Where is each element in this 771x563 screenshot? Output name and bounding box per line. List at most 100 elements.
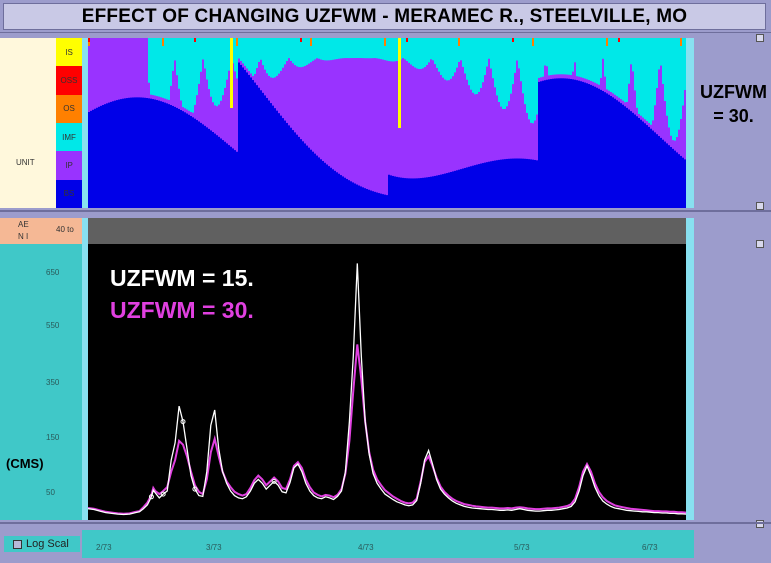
zone-imf-band bbox=[402, 38, 404, 59]
zone-imf-band bbox=[648, 38, 650, 123]
zone-bs-band bbox=[374, 191, 376, 208]
zone-bs-band bbox=[368, 189, 370, 208]
resize-handle[interactable] bbox=[756, 520, 764, 528]
zone-bs-band bbox=[512, 158, 514, 208]
zone-bs-band bbox=[246, 72, 248, 208]
zone-bs-band bbox=[484, 162, 486, 208]
zone-bs-band bbox=[102, 104, 104, 208]
zone-imf-band bbox=[510, 38, 512, 94]
zone-imf-band bbox=[258, 38, 260, 62]
zone-imf-band bbox=[476, 38, 478, 95]
zone-imf-band bbox=[626, 38, 628, 102]
zone-bs-band bbox=[384, 194, 386, 208]
title-bar: EFFECT OF CHANGING UZFWM - MERAMEC R., S… bbox=[0, 0, 771, 33]
zone-bs-band bbox=[192, 117, 194, 208]
zone-imf-band bbox=[326, 38, 328, 61]
zone-imf-band bbox=[432, 38, 434, 61]
zone-imf-band bbox=[380, 38, 382, 60]
zone-bs-band bbox=[140, 97, 142, 208]
zone-bs-band bbox=[458, 169, 460, 208]
zone-imf-band bbox=[350, 38, 352, 59]
resize-handle[interactable] bbox=[756, 202, 764, 210]
zone-bs-band bbox=[410, 178, 412, 208]
zone-imf-band bbox=[516, 38, 518, 61]
zone-bs-band bbox=[284, 120, 286, 208]
log-scale-checkbox[interactable] bbox=[13, 539, 22, 549]
zone-imf-band bbox=[654, 38, 656, 106]
zone-imf-band bbox=[622, 38, 624, 101]
zone-imf-band bbox=[250, 38, 252, 74]
zone-bs-band bbox=[492, 160, 494, 208]
zone-imf-band bbox=[438, 38, 440, 72]
zone-bs-band bbox=[588, 84, 590, 208]
zone-imf-band bbox=[478, 38, 480, 92]
zone-imf-band bbox=[316, 38, 318, 59]
zone-imf-band bbox=[254, 38, 256, 74]
zone-imf-band bbox=[394, 38, 396, 62]
zone-bs-band bbox=[106, 103, 108, 208]
zone-imf-band bbox=[340, 38, 342, 59]
zone-bs-band bbox=[614, 98, 616, 208]
zone-bs-band bbox=[534, 159, 536, 208]
zone-categories: IS OSS OS IMF IP BS bbox=[56, 38, 82, 208]
zone-bs-band bbox=[418, 178, 420, 208]
zone-imf-band bbox=[542, 38, 544, 77]
zone-bs-band bbox=[670, 147, 672, 208]
log-scale-toggle[interactable]: Log Scal bbox=[4, 536, 80, 552]
zone-imf-band bbox=[494, 38, 496, 88]
zone-bs-band bbox=[302, 141, 304, 208]
resize-handle[interactable] bbox=[756, 240, 764, 248]
zone-imf-band bbox=[630, 38, 632, 65]
zone-bs-band bbox=[178, 108, 180, 208]
zone-bs-band bbox=[260, 90, 262, 208]
zone-bs-band bbox=[564, 78, 566, 208]
zone-bs-band bbox=[362, 187, 364, 208]
zone-bs-band bbox=[514, 158, 516, 208]
zone-imf-band bbox=[180, 38, 182, 101]
zone-bs-band bbox=[164, 102, 166, 208]
zone-imf-band bbox=[220, 38, 222, 101]
zone-os-mark bbox=[236, 38, 238, 46]
panel-divider[interactable] bbox=[0, 522, 771, 524]
zone-imf-band bbox=[272, 38, 274, 78]
zone-imf-band bbox=[458, 38, 460, 62]
zone-bs-band bbox=[272, 105, 274, 208]
zone-bs-band bbox=[298, 136, 300, 208]
zone-bs-band bbox=[518, 158, 520, 208]
zone-imf-band bbox=[470, 38, 472, 90]
zone-bs-band bbox=[96, 107, 98, 208]
zone-bs-band bbox=[616, 100, 618, 208]
zone-imf-band bbox=[570, 38, 572, 76]
zone-imf-band bbox=[270, 38, 272, 78]
time-axis-scrollbar[interactable]: 2/73 3/73 4/73 5/73 6/73 bbox=[82, 530, 694, 558]
zone-imf-band bbox=[368, 38, 370, 59]
zone-bs-band bbox=[290, 127, 292, 208]
zone-imf-band bbox=[528, 38, 530, 120]
zone-bs-band bbox=[480, 163, 482, 208]
zone-bs-band bbox=[444, 173, 446, 208]
zone-bs-band bbox=[328, 166, 330, 208]
zone-imf-band bbox=[614, 38, 616, 95]
zone-bs-band bbox=[180, 110, 182, 208]
zone-bs-band bbox=[188, 114, 190, 208]
zone-imf-band bbox=[684, 38, 686, 90]
panel-divider[interactable] bbox=[0, 210, 771, 212]
zone-imf-band bbox=[188, 38, 190, 111]
zone-category-oss: OSS bbox=[56, 66, 82, 95]
zone-bs-band bbox=[650, 128, 652, 208]
zone-imf-band bbox=[420, 38, 422, 70]
zone-imf-band bbox=[404, 38, 406, 60]
zone-imf-band bbox=[486, 38, 488, 67]
resize-handle[interactable] bbox=[756, 34, 764, 42]
zone-imf-band bbox=[240, 38, 242, 61]
zone-imf-band bbox=[196, 38, 198, 96]
zone-bs-band bbox=[136, 97, 138, 208]
zone-bs-band bbox=[338, 173, 340, 208]
zone-imf-band bbox=[406, 38, 408, 62]
zone-category-is: IS bbox=[56, 38, 82, 67]
zone-imf-band bbox=[176, 38, 178, 76]
zone-bs-band bbox=[150, 98, 152, 208]
zone-bs-band bbox=[326, 164, 328, 208]
zone-imf-band bbox=[200, 38, 202, 72]
zone-imf-band bbox=[554, 38, 556, 75]
